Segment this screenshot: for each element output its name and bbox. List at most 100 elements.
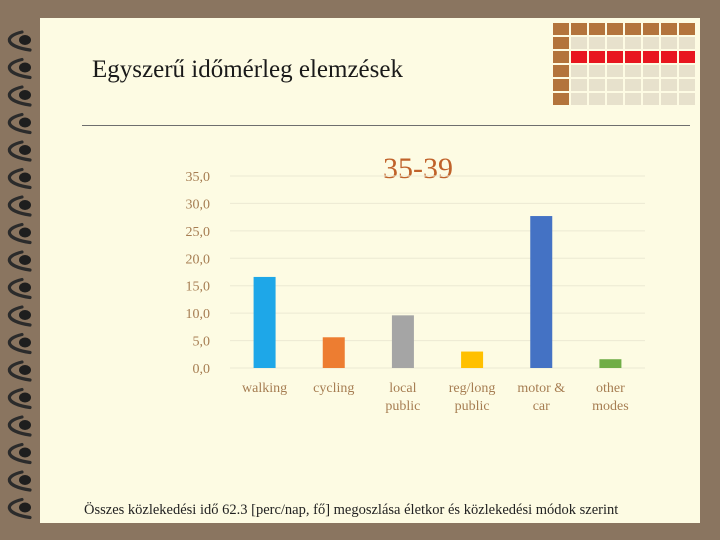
y-tick-label: 5,0 — [193, 335, 211, 350]
x-tick-label: other modes — [592, 381, 629, 414]
spiral-ring — [7, 195, 32, 217]
slide-caption: Összes közlekedési idő 62.3 [perc/nap, f… — [84, 502, 619, 518]
spiral-ring — [7, 30, 32, 52]
grid-cell — [679, 93, 695, 105]
decorative-grid — [553, 23, 695, 105]
grid-cell — [589, 79, 605, 91]
grid-cell — [661, 65, 677, 77]
grid-cell — [625, 93, 641, 105]
grid-cell — [589, 65, 605, 77]
spiral-hole — [19, 145, 31, 155]
grid-cell — [643, 93, 659, 105]
spiral-ring — [7, 442, 32, 465]
grid-cell — [679, 79, 695, 91]
grid-cell — [553, 79, 569, 91]
grid-cell — [589, 37, 605, 49]
grid-cell — [571, 93, 587, 105]
slide-page: Egyszerű időmérleg elemzések 35-39 0,0 5,0… — [40, 18, 700, 523]
spiral-ring — [7, 497, 32, 520]
spiral-hole — [19, 475, 31, 485]
spiral-hole — [19, 172, 31, 183]
bar-chart: 35-39 0,0 5,0 10,0 15,0 20,0 25,0 30,0 35,0 walki… — [186, 152, 645, 414]
spiral-hole — [19, 502, 31, 513]
grid-cell — [679, 65, 695, 77]
grid-cell — [643, 65, 659, 77]
grid-cell — [661, 23, 677, 35]
grid-cell — [571, 37, 587, 49]
spiral-ring — [7, 85, 32, 107]
grid-cell — [553, 93, 569, 105]
spiral-ring — [7, 167, 32, 190]
grid-cell — [607, 93, 623, 105]
spiral-hole — [19, 90, 31, 100]
spiral-hole — [19, 35, 31, 45]
spiral-ring — [7, 305, 32, 327]
grid-cell — [625, 65, 641, 77]
grid-cell — [661, 93, 677, 105]
y-tick-label: 30,0 — [186, 197, 211, 212]
grid-cell — [625, 23, 641, 35]
grid-cell — [571, 65, 587, 77]
spiral-hole — [19, 310, 31, 320]
grid-cell — [661, 79, 677, 91]
y-tick-label: 20,0 — [186, 252, 211, 267]
y-tick-label: 35,0 — [186, 170, 211, 185]
spiral-hole — [19, 420, 31, 430]
grid-cell — [643, 51, 659, 63]
x-tick-label: cycling — [313, 381, 354, 396]
grid-cell — [589, 51, 605, 63]
grid-cell — [553, 65, 569, 77]
bar-local-public — [391, 315, 414, 368]
grid-cell — [625, 79, 641, 91]
grid-cell — [571, 51, 587, 63]
spiral-hole — [19, 117, 31, 128]
chart-title: 35-39 — [383, 152, 453, 185]
grid-cell — [643, 79, 659, 91]
spiral-binding — [7, 30, 32, 520]
grid-cell — [661, 51, 677, 63]
y-tick-label: 10,0 — [186, 307, 211, 322]
spiral-ring — [7, 332, 32, 355]
spiral-hole — [19, 227, 31, 238]
title-divider — [82, 125, 690, 126]
x-tick-label: reg/long public — [449, 381, 496, 414]
grid-cell — [679, 51, 695, 63]
grid-cell — [607, 79, 623, 91]
grid-cell — [679, 23, 695, 35]
grid-cell — [553, 37, 569, 49]
grid-cell — [607, 23, 623, 35]
spiral-ring — [7, 112, 32, 135]
grid-cell — [607, 65, 623, 77]
spiral-hole — [19, 200, 31, 210]
grid-cell — [643, 23, 659, 35]
spiral-hole — [19, 392, 31, 403]
grid-cell — [607, 51, 623, 63]
grid-cell — [571, 79, 587, 91]
grid-cell — [607, 37, 623, 49]
bar-walking — [253, 276, 276, 368]
spiral-ring — [7, 57, 32, 80]
spiral-hole — [19, 365, 31, 375]
x-tick-label: walking — [242, 381, 287, 396]
spiral-ring — [7, 222, 32, 245]
grid-cell — [589, 93, 605, 105]
grid-cell — [571, 23, 587, 35]
spiral-ring — [7, 387, 32, 410]
grid-cell — [553, 23, 569, 35]
spiral-ring — [7, 250, 32, 272]
spiral-ring — [7, 470, 32, 492]
bar-motor-car — [530, 216, 553, 368]
spiral-ring — [7, 415, 32, 437]
spiral-hole — [19, 255, 31, 265]
grid-cell — [553, 51, 569, 63]
spiral-hole — [19, 62, 31, 73]
bar-reg-long-public — [461, 351, 484, 368]
spiral-ring — [7, 360, 32, 382]
grid-cell — [679, 37, 695, 49]
spiral-ring — [7, 277, 32, 300]
x-tick-label: local public — [385, 381, 420, 414]
spiral-hole — [19, 337, 31, 348]
grid-cell — [625, 37, 641, 49]
grid-cell — [661, 37, 677, 49]
spiral-hole — [19, 282, 31, 293]
